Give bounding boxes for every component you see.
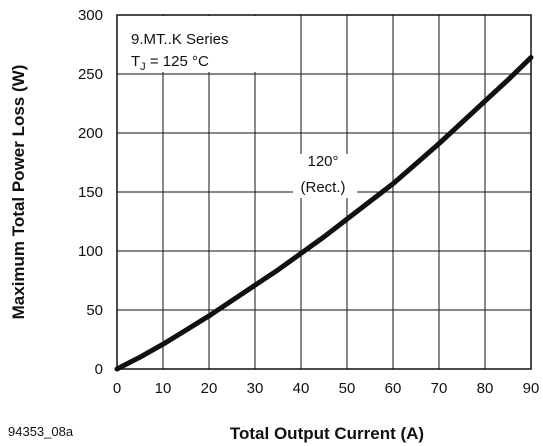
junction-temp-label: TJ = 125 °C — [131, 53, 209, 73]
series-label-box — [119, 16, 269, 72]
x-tick-label: 0 — [113, 380, 121, 397]
y-tick-label: 250 — [78, 66, 103, 83]
y-tick-label: 150 — [78, 184, 103, 201]
x-tick-label: 30 — [247, 380, 264, 397]
x-tick-label: 70 — [431, 380, 448, 397]
y-axis-title: Maximum Total Power Loss (W) — [9, 65, 28, 320]
y-tick-label: 300 — [78, 7, 103, 24]
x-tick-label: 20 — [201, 380, 218, 397]
y-axis-ticks: 0 50 100 150 200 250 300 — [78, 7, 103, 378]
series-name-label: 9.MT..K Series — [131, 31, 229, 48]
y-tick-label: 50 — [86, 302, 103, 319]
x-tick-label: 90 — [523, 380, 540, 397]
y-tick-label: 100 — [78, 243, 103, 260]
figure-code: 94353_08a — [8, 424, 74, 439]
y-tick-label: 0 — [95, 361, 103, 378]
x-axis-title: Total Output Current (A) — [230, 424, 424, 443]
x-tick-label: 80 — [477, 380, 494, 397]
y-tick-label: 200 — [78, 125, 103, 142]
x-tick-label: 60 — [385, 380, 402, 397]
x-tick-label: 10 — [155, 380, 172, 397]
conduction-label-box — [293, 154, 357, 198]
waveform-label: (Rect.) — [301, 179, 346, 196]
conduction-angle-label: 120° — [307, 153, 338, 170]
x-tick-label: 50 — [339, 380, 356, 397]
power-loss-curve — [114, 55, 534, 372]
x-axis-ticks: 0 10 20 30 40 50 60 70 80 90 — [113, 380, 540, 397]
x-tick-label: 40 — [293, 380, 310, 397]
plot-frame — [116, 14, 532, 370]
